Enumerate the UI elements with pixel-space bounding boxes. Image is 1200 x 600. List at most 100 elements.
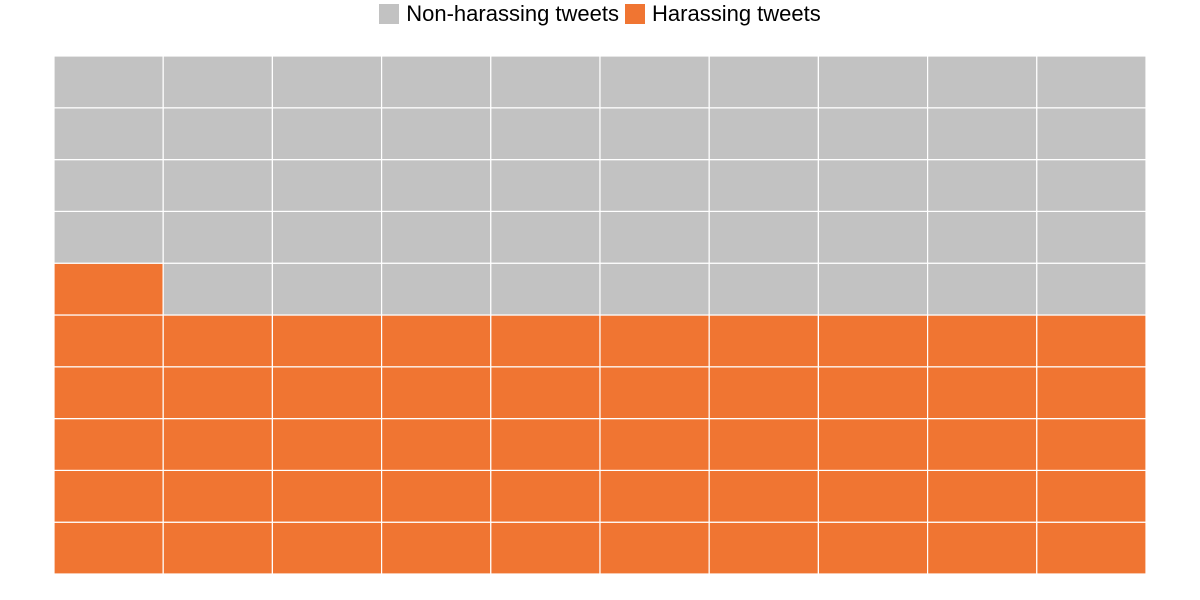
cell-non-harassing: [708, 262, 820, 316]
cell-non-harassing: [271, 262, 383, 316]
cell-harassing: [53, 418, 164, 472]
cell-harassing: [381, 418, 492, 472]
cell-non-harassing: [381, 262, 492, 316]
legend: Non-harassing tweets Harassing tweets: [0, 0, 1200, 28]
cell-harassing: [1036, 418, 1147, 472]
cell-harassing: [1036, 469, 1147, 523]
cell-non-harassing: [599, 107, 710, 161]
cell-non-harassing: [817, 210, 929, 264]
cell-non-harassing: [162, 55, 273, 109]
cell-harassing: [162, 521, 273, 575]
cell-harassing: [926, 521, 1038, 575]
cell-harassing: [381, 366, 492, 420]
cell-harassing: [1036, 314, 1147, 368]
cell-non-harassing: [599, 210, 710, 264]
cell-non-harassing: [162, 107, 273, 161]
cell-non-harassing: [599, 55, 710, 109]
cell-non-harassing: [1036, 210, 1147, 264]
cell-harassing: [271, 366, 383, 420]
cell-non-harassing: [817, 107, 929, 161]
cell-harassing: [599, 521, 710, 575]
cell-harassing: [162, 366, 273, 420]
cell-harassing: [926, 366, 1038, 420]
cell-non-harassing: [381, 159, 492, 213]
cell-non-harassing: [490, 55, 601, 109]
cell-non-harassing: [490, 107, 601, 161]
cell-harassing: [817, 418, 929, 472]
cell-non-harassing: [708, 210, 820, 264]
cell-non-harassing: [381, 107, 492, 161]
cell-harassing: [381, 469, 492, 523]
cell-non-harassing: [162, 159, 273, 213]
cell-harassing: [381, 314, 492, 368]
cell-harassing: [817, 366, 929, 420]
legend-item-harassing: Harassing tweets: [625, 1, 821, 27]
cell-non-harassing: [271, 55, 383, 109]
cell-harassing: [926, 469, 1038, 523]
cell-harassing: [490, 418, 601, 472]
cell-harassing: [599, 366, 710, 420]
cell-non-harassing: [1036, 55, 1147, 109]
cell-harassing: [599, 418, 710, 472]
legend-swatch-non-harassing: [379, 4, 400, 24]
cell-non-harassing: [53, 107, 164, 161]
legend-label-non-harassing: Non-harassing tweets: [406, 1, 620, 26]
cell-harassing: [162, 314, 273, 368]
cell-non-harassing: [490, 262, 601, 316]
cell-non-harassing: [53, 210, 164, 264]
cell-non-harassing: [1036, 262, 1147, 316]
cell-non-harassing: [271, 107, 383, 161]
cell-harassing: [599, 469, 710, 523]
cell-harassing: [1036, 521, 1147, 575]
cell-harassing: [1036, 366, 1147, 420]
cell-harassing: [926, 418, 1038, 472]
cell-harassing: [53, 314, 164, 368]
cell-harassing: [926, 314, 1038, 368]
cell-non-harassing: [381, 210, 492, 264]
cell-harassing: [708, 469, 820, 523]
cell-harassing: [271, 418, 383, 472]
legend-swatch-harassing: [625, 4, 646, 24]
cell-harassing: [381, 521, 492, 575]
cell-non-harassing: [162, 262, 273, 316]
cell-harassing: [53, 469, 164, 523]
cell-harassing: [490, 314, 601, 368]
cell-non-harassing: [926, 262, 1038, 316]
cell-non-harassing: [817, 159, 929, 213]
cell-harassing: [162, 469, 273, 523]
cell-harassing: [708, 521, 820, 575]
cell-harassing: [53, 366, 164, 420]
cell-harassing: [708, 314, 820, 368]
cell-harassing: [490, 469, 601, 523]
cell-non-harassing: [1036, 159, 1147, 213]
cell-non-harassing: [162, 210, 273, 264]
cell-harassing: [271, 521, 383, 575]
cell-non-harassing: [599, 262, 710, 316]
cell-harassing: [271, 314, 383, 368]
legend-label-harassing: Harassing tweets: [652, 1, 821, 26]
cell-non-harassing: [53, 159, 164, 213]
cell-non-harassing: [926, 159, 1038, 213]
cell-harassing: [817, 521, 929, 575]
cell-non-harassing: [1036, 107, 1147, 161]
cell-non-harassing: [271, 210, 383, 264]
cell-harassing: [53, 262, 164, 316]
legend-item-non-harassing: Non-harassing tweets: [379, 1, 619, 27]
cell-non-harassing: [271, 159, 383, 213]
cell-non-harassing: [381, 55, 492, 109]
cell-non-harassing: [53, 55, 164, 109]
cell-non-harassing: [926, 107, 1038, 161]
cell-non-harassing: [599, 159, 710, 213]
cell-harassing: [490, 521, 601, 575]
cell-non-harassing: [708, 159, 820, 213]
cell-non-harassing: [926, 55, 1038, 109]
cell-harassing: [490, 366, 601, 420]
cell-harassing: [53, 521, 164, 575]
cell-non-harassing: [708, 55, 820, 109]
cell-non-harassing: [490, 210, 601, 264]
cell-harassing: [708, 366, 820, 420]
cell-non-harassing: [926, 210, 1038, 264]
cell-harassing: [599, 314, 710, 368]
